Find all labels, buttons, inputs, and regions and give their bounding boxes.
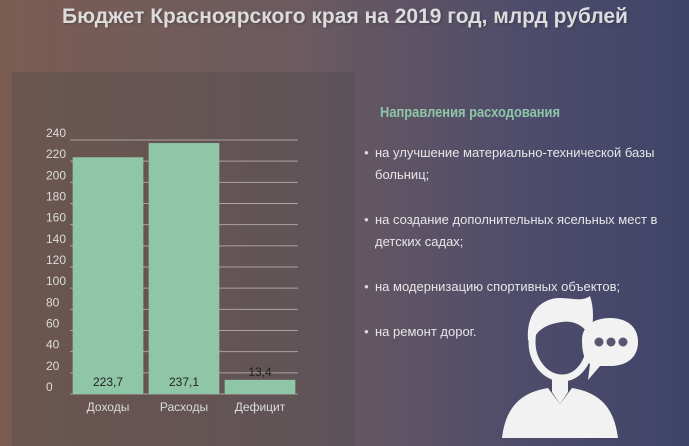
y-tick-label: 240 (46, 126, 66, 140)
y-tick-label: 200 (46, 168, 66, 182)
bars (72, 143, 296, 394)
spending-list: на улучшение материально-технической баз… (364, 142, 664, 366)
y-tick-label: 220 (46, 147, 66, 161)
y-tick-label: 60 (46, 317, 60, 331)
y-tick-label: 20 (46, 359, 60, 373)
page-title: Бюджет Красноярского края на 2019 год, м… (62, 5, 628, 28)
data-label: 237,1 (169, 375, 199, 389)
y-tick-label: 100 (46, 274, 66, 288)
y-tick-label: 160 (46, 211, 66, 225)
y-tick-label: 0 (46, 380, 53, 394)
bar-chart: 0 20 40 60 80 100 120 140 160 180 200 220 240 Доходы… (46, 126, 298, 414)
list-item: на улучшение материально-технической баз… (364, 142, 664, 186)
y-tick-label: 40 (46, 338, 60, 352)
spending-heading: Направления расходования (380, 104, 561, 121)
y-tick-label: 120 (46, 253, 66, 267)
y-tick-label: 80 (46, 295, 60, 309)
bar (148, 143, 220, 394)
list-item: на ремонт дорог. (364, 321, 664, 343)
data-labels: 223,7 237,1 13,4 (93, 365, 272, 389)
list-item: на модернизацию спортивных объектов; (364, 276, 664, 298)
person-with-speech-bubble-icon (502, 296, 638, 438)
data-label: 13,4 (248, 365, 272, 379)
x-axis-labels: Доходы Расходы Дефицит (87, 400, 286, 414)
bar (224, 379, 296, 394)
y-tick-label: 180 (46, 190, 66, 204)
bar (72, 157, 144, 394)
data-label: 223,7 (93, 375, 123, 389)
y-axis-labels: 0 20 40 60 80 100 120 140 160 180 200 220 240 (46, 126, 66, 394)
x-tick-label: Дефицит (235, 400, 286, 414)
x-tick-label: Расходы (160, 400, 208, 414)
x-tick-label: Доходы (87, 400, 130, 414)
y-tick-label: 140 (46, 232, 66, 246)
list-item: на создание дополнительных ясельных мест… (364, 209, 664, 253)
